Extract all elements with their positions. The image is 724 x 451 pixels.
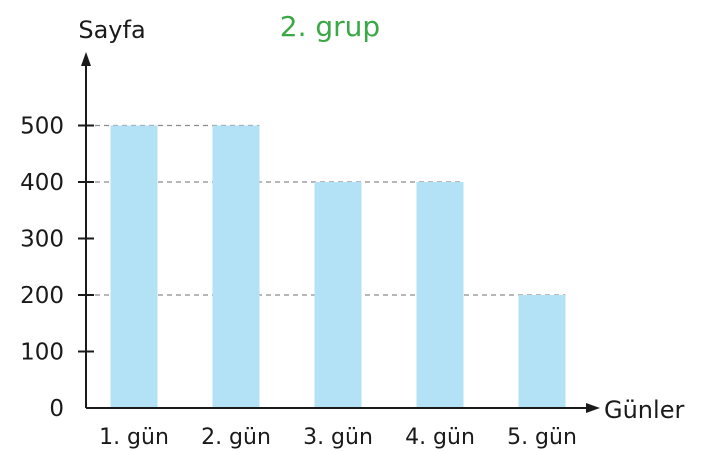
x-tick-label: 4. gün	[405, 425, 475, 450]
bar	[212, 125, 260, 408]
x-tick-label: 1. gün	[99, 425, 169, 450]
x-tick-label: 5. gün	[507, 425, 577, 450]
x-tick-label: 2. gün	[201, 425, 271, 450]
bar	[518, 295, 566, 408]
y-axis-arrow	[81, 52, 91, 66]
y-axis-label: Sayfa	[78, 16, 145, 44]
y-tick-label: 0	[49, 396, 64, 422]
y-tick-label: 500	[20, 114, 64, 140]
y-tick-label: 400	[20, 170, 64, 196]
y-tick-label: 300	[20, 227, 64, 253]
x-axis-arrow	[586, 403, 600, 413]
y-tick-label: 100	[20, 340, 64, 366]
x-tick-label: 3. gün	[303, 425, 373, 450]
chart-title: 2. grup	[280, 10, 380, 43]
x-tick-labels: 1. gün 2. gün 3. gün 4. gün 5. gün	[99, 425, 577, 450]
bar	[416, 182, 464, 408]
x-axis-label: Günler	[604, 396, 684, 424]
y-tick-label: 200	[20, 283, 64, 309]
bar	[314, 182, 362, 408]
bar	[110, 125, 158, 408]
bars	[110, 125, 566, 408]
y-ticks: 0 100 200 300 400 500	[20, 114, 94, 422]
